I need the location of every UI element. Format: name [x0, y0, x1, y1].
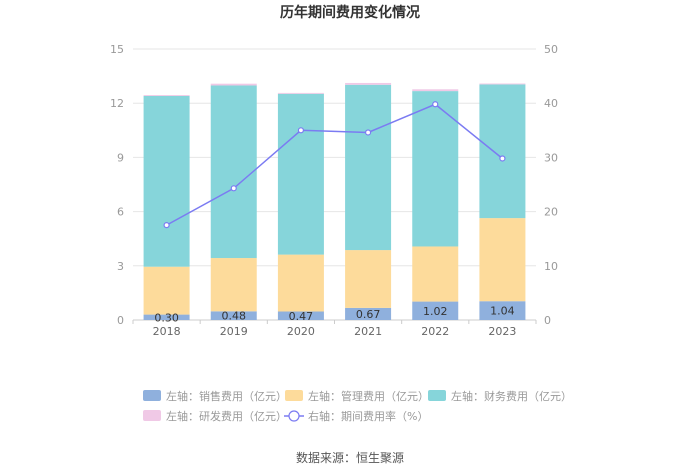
bar-data-label: 1.04: [490, 305, 515, 318]
x-tick-label: 2019: [220, 325, 248, 338]
y-left-tick-label: 12: [110, 97, 124, 110]
bar-segment: [412, 246, 459, 302]
y-left-tick-label: 9: [117, 151, 124, 164]
bar-segment: [277, 311, 324, 320]
y-left-tick-label: 3: [117, 260, 124, 273]
y-left-tick-label: 6: [117, 206, 124, 219]
line-point: [230, 185, 237, 192]
y-right-tick-label: 10: [544, 260, 558, 273]
bar-segment: [412, 91, 459, 247]
bar-segment: [143, 314, 190, 320]
line-point: [297, 127, 305, 134]
legend-label: 左轴：销售费用（亿元）: [166, 389, 287, 403]
bar-segment: [210, 311, 257, 320]
bar-data-label: 0.67: [356, 308, 381, 321]
bar-segment: [277, 92, 324, 94]
bar-segment: [143, 95, 190, 96]
line-point: [432, 101, 439, 108]
bar-data-label: 0.47: [289, 310, 314, 323]
y-right-tick-label: 50: [544, 43, 558, 56]
bar-segment: [210, 258, 257, 312]
y-right-tick-label: 30: [544, 151, 558, 164]
legend: 左轴：销售费用（亿元） 左轴：管理费用（亿元） 左轴：财务费用（亿元） 左轴：研发费用…: [143, 389, 572, 423]
bar-segment: [479, 84, 526, 219]
legend-swatch-marker: [288, 410, 300, 422]
grid: [133, 48, 536, 267]
axes: 0 3 6 9 12 15 0 10 20 30 40 50 2018 2019 2020 2021 2022 2…: [110, 43, 558, 338]
bars: [143, 82, 526, 320]
x-tick-label: 2018: [153, 325, 181, 338]
bar-segment: [143, 266, 190, 315]
bar-segment: [345, 82, 392, 85]
legend-swatch: [143, 410, 161, 421]
y-left-tick-label: 0: [117, 314, 124, 327]
bar-segment: [345, 307, 392, 320]
bar-data-label: 1.02: [423, 305, 448, 318]
legend-swatch: [285, 390, 303, 401]
line-point: [364, 129, 372, 136]
y-right-tick-label: 40: [544, 97, 558, 110]
legend-label: 左轴：财务费用（亿元）: [451, 389, 572, 403]
bar-segment: [412, 89, 459, 92]
y-right-tick-label: 20: [544, 206, 558, 219]
line-path: [166, 103, 503, 226]
bar-segment: [479, 301, 526, 320]
bar-segment: [345, 250, 392, 308]
bar-segment: [143, 95, 190, 267]
legend-label: 左轴：研发费用（亿元）: [166, 409, 287, 423]
line-point: [163, 222, 170, 229]
x-tick-label: 2022: [421, 325, 449, 338]
bar-data-label: 0.30: [154, 311, 179, 324]
x-tick-label: 2021: [354, 325, 382, 338]
bar-segment: [345, 84, 392, 251]
y-left-tick-label: 15: [110, 43, 124, 56]
bar-segment: [277, 254, 324, 312]
legend-swatch: [143, 390, 161, 401]
bar-segment: [412, 301, 459, 320]
line-series: [163, 101, 506, 229]
bar-segment: [479, 218, 526, 302]
bar-data-label: 0.48: [222, 310, 247, 323]
x-tick-label: 2020: [287, 325, 315, 338]
bar-segment: [479, 83, 526, 85]
source-note: 数据来源：恒生聚源: [296, 450, 404, 465]
legend-label: 右轴：期间费用率（%）: [308, 409, 428, 423]
bar-segment: [210, 85, 257, 259]
line-point: [499, 155, 506, 162]
x-tick-label: 2023: [488, 325, 516, 338]
bar-segment: [210, 83, 257, 86]
legend-label: 左轴：管理费用（亿元）: [308, 389, 429, 403]
chart-title: 历年期间费用变化情况: [280, 4, 420, 21]
legend-swatch: [428, 390, 446, 401]
bar-segment: [277, 93, 324, 255]
data-labels: 0.30 0.48 0.47 0.67 1.02 1.04: [154, 305, 514, 325]
y-right-tick-label: 0: [544, 314, 551, 327]
